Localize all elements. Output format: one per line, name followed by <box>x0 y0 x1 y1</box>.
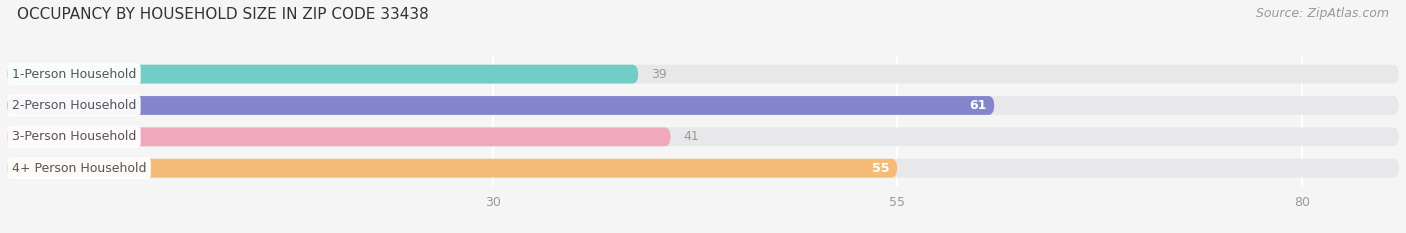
Text: OCCUPANCY BY HOUSEHOLD SIZE IN ZIP CODE 33438: OCCUPANCY BY HOUSEHOLD SIZE IN ZIP CODE … <box>17 7 429 22</box>
Text: 1-Person Household: 1-Person Household <box>11 68 136 81</box>
FancyBboxPatch shape <box>7 65 638 83</box>
Text: 4+ Person Household: 4+ Person Household <box>11 162 146 175</box>
Text: 55: 55 <box>872 162 889 175</box>
Text: 41: 41 <box>683 130 699 143</box>
FancyBboxPatch shape <box>7 96 1399 115</box>
FancyBboxPatch shape <box>7 159 897 178</box>
Text: 61: 61 <box>969 99 986 112</box>
FancyBboxPatch shape <box>7 65 1399 83</box>
Text: 2-Person Household: 2-Person Household <box>11 99 136 112</box>
FancyBboxPatch shape <box>7 159 1399 178</box>
FancyBboxPatch shape <box>7 127 1399 146</box>
Text: 39: 39 <box>651 68 666 81</box>
FancyBboxPatch shape <box>7 96 994 115</box>
Text: Source: ZipAtlas.com: Source: ZipAtlas.com <box>1256 7 1389 20</box>
Text: 3-Person Household: 3-Person Household <box>11 130 136 143</box>
FancyBboxPatch shape <box>7 127 671 146</box>
